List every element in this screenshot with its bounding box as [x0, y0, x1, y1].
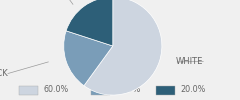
Text: WHITE: WHITE	[176, 57, 203, 66]
FancyBboxPatch shape	[19, 86, 38, 94]
Text: 20.0%: 20.0%	[115, 86, 141, 94]
FancyBboxPatch shape	[156, 86, 175, 94]
Wedge shape	[84, 0, 162, 95]
Wedge shape	[64, 31, 113, 86]
Wedge shape	[66, 0, 113, 46]
Text: 20.0%: 20.0%	[180, 86, 205, 94]
Text: 60.0%: 60.0%	[43, 86, 68, 94]
FancyBboxPatch shape	[91, 86, 110, 94]
Text: BLACK: BLACK	[0, 69, 8, 78]
